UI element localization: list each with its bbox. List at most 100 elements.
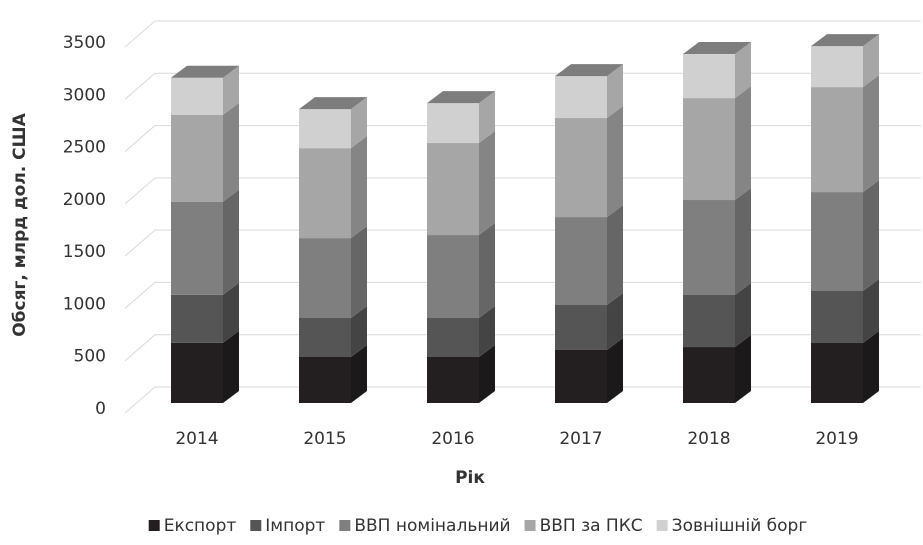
- bar: [427, 143, 479, 236]
- bar-top: [427, 91, 495, 104]
- bar: [171, 77, 223, 115]
- legend: Експорт Імпорт ВВП номінальний ВВП за ПКС Зо…: [148, 516, 808, 536]
- bar-side: [607, 64, 623, 119]
- bar-side: [351, 136, 367, 239]
- bar: [299, 109, 351, 149]
- bar: [171, 114, 223, 202]
- y-tick-label: 2000: [63, 190, 106, 210]
- grid-line: [124, 334, 921, 362]
- grid-line: [124, 386, 921, 414]
- bar-side: [607, 337, 623, 403]
- bar: [683, 54, 735, 99]
- bar: [811, 342, 863, 403]
- y-tick-label: 3000: [63, 85, 106, 105]
- bar-side: [735, 86, 751, 201]
- bar: [555, 305, 607, 350]
- bar: [683, 98, 735, 201]
- y-tick-label: 2500: [63, 138, 106, 158]
- bar: [171, 294, 223, 343]
- bar: [299, 238, 351, 318]
- legend-swatch: [148, 520, 160, 531]
- bar: [171, 342, 223, 403]
- bar: [811, 87, 863, 193]
- bar: [427, 103, 479, 144]
- bar-side: [863, 330, 879, 403]
- legend-swatch: [524, 520, 536, 531]
- bar-side: [607, 293, 623, 350]
- grid-line: [124, 177, 921, 205]
- bar: [555, 118, 607, 218]
- bar-top: [683, 42, 751, 55]
- bar: [427, 356, 479, 403]
- bar-side: [351, 226, 367, 318]
- bar-top: [811, 34, 879, 47]
- grid-line: [124, 72, 921, 100]
- bar-side: [479, 223, 495, 318]
- bar-side: [479, 131, 495, 236]
- bar-side: [223, 282, 239, 343]
- grid-line: [124, 125, 921, 152]
- bar-side: [479, 91, 495, 144]
- bar: [299, 317, 351, 357]
- grid-line: [124, 20, 921, 48]
- x-tick-label: 2017: [559, 429, 602, 449]
- bar-side: [351, 97, 367, 149]
- bar: [683, 200, 735, 295]
- legend-label: Імпорт: [265, 516, 325, 536]
- bar: [299, 148, 351, 239]
- y-tick-label: 1000: [63, 294, 106, 314]
- bar: [171, 201, 223, 295]
- bar-side: [863, 75, 879, 193]
- bar: [427, 317, 479, 357]
- bar-side: [735, 282, 751, 348]
- bar-side: [607, 205, 623, 306]
- x-tick-label: 2014: [175, 429, 218, 449]
- bar: [811, 46, 863, 88]
- y-tick-label: 500: [74, 347, 106, 367]
- bar: [811, 192, 863, 292]
- grid-line: [124, 281, 921, 309]
- bar-side: [223, 189, 239, 295]
- bar-side: [479, 305, 495, 357]
- bar-side: [223, 65, 239, 115]
- x-tick-label: 2018: [687, 429, 730, 449]
- grid-line: [124, 229, 921, 257]
- bar-top: [171, 65, 239, 78]
- bar: [811, 291, 863, 343]
- bar: [555, 76, 607, 119]
- legend-swatch: [339, 520, 351, 531]
- y-tick-label: 3500: [63, 33, 106, 53]
- y-tick-label: 0: [95, 399, 106, 419]
- bar-side: [735, 335, 751, 403]
- bar-side: [863, 279, 879, 343]
- bar-side: [223, 330, 239, 403]
- bar-side: [479, 344, 495, 403]
- x-tick-label: 2016: [431, 429, 474, 449]
- x-tick-label: 2015: [303, 429, 346, 449]
- bar: [555, 217, 607, 306]
- legend-label: ВВП номінальний: [354, 516, 510, 536]
- bar-top: [299, 97, 367, 110]
- bar: [555, 349, 607, 403]
- legend-label: ВВП за ПКС: [540, 516, 643, 536]
- bar: [427, 235, 479, 318]
- bar: [683, 294, 735, 348]
- legend-label: Експорт: [164, 516, 237, 536]
- bar-side: [223, 102, 239, 202]
- bar-side: [351, 344, 367, 403]
- x-tick-label: 2019: [815, 429, 858, 449]
- y-tick-label: 1500: [63, 242, 106, 262]
- bar-side: [735, 42, 751, 99]
- bar-side: [735, 188, 751, 295]
- legend-swatch: [250, 520, 262, 531]
- legend-label: Зовнішній борг: [672, 516, 808, 536]
- bar-side: [351, 305, 367, 357]
- bar-top: [555, 64, 623, 77]
- y-axis-title: Обсяг, млрд дол. США: [10, 112, 30, 336]
- bar: [299, 356, 351, 403]
- legend-swatch: [656, 520, 668, 531]
- x-axis-title: Рік: [455, 468, 485, 488]
- bar-side: [863, 180, 879, 292]
- bar: [683, 347, 735, 403]
